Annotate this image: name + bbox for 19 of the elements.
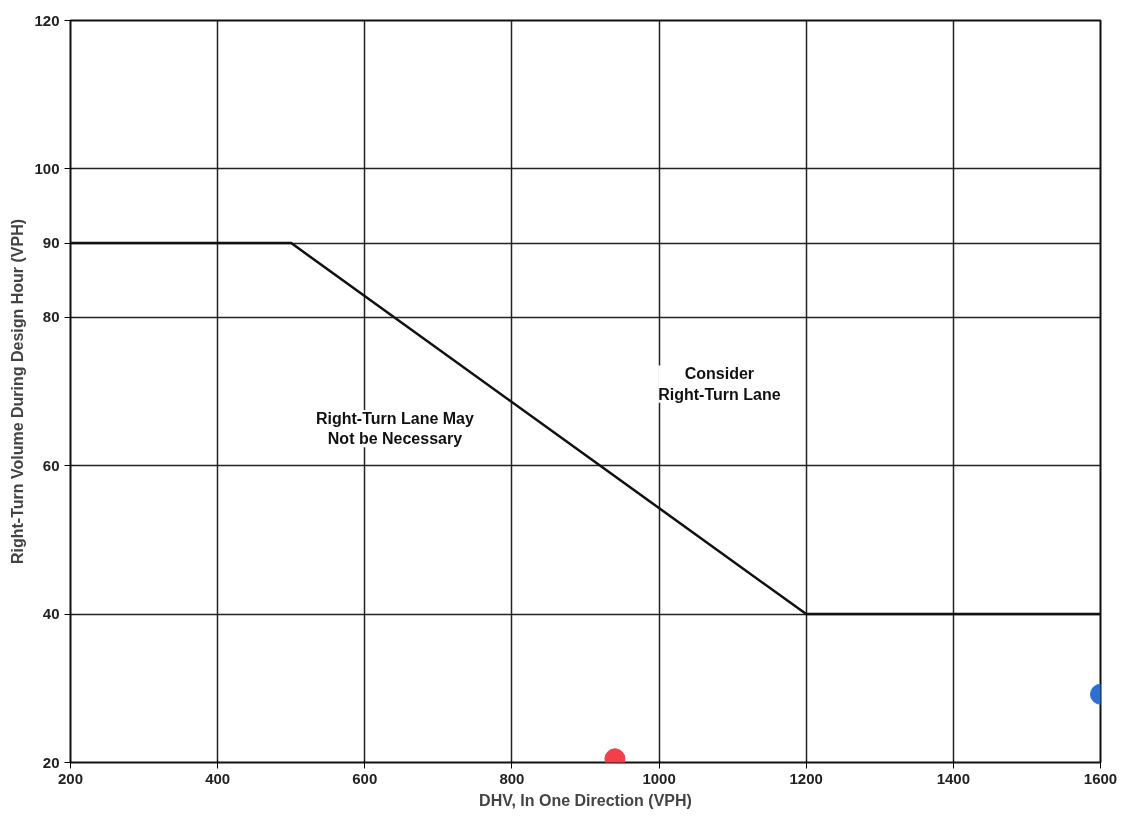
y-tick-label: 60 <box>42 456 60 474</box>
x-tick-label: 800 <box>499 769 525 787</box>
x-tick-label: 1600 <box>1083 769 1118 787</box>
x-tick-label: 1200 <box>789 769 823 787</box>
annotation: Right-Turn Lane May Not be Necessary <box>315 409 475 448</box>
x-tick-label: 200 <box>57 769 84 787</box>
x-axis-title: DHV, In One Direction (VPH) <box>479 791 692 809</box>
y-tick-label: 40 <box>42 605 60 623</box>
x-tick-label: 1400 <box>936 769 971 787</box>
y-axis-title: Right-Turn Volume During Design Hour (VPH) <box>9 218 27 565</box>
y-tick-label: 100 <box>34 159 60 177</box>
annotation: Consider Right-Turn Lane <box>658 365 781 403</box>
x-tick-label: 600 <box>352 769 378 787</box>
y-tick-label: 120 <box>34 11 60 29</box>
x-tick-label: 400 <box>205 769 231 787</box>
y-tick-label: 80 <box>42 308 60 326</box>
y-tick-label: 20 <box>42 753 60 771</box>
y-tick-label: 90 <box>42 234 60 252</box>
x-tick-label: 1000 <box>642 769 676 787</box>
